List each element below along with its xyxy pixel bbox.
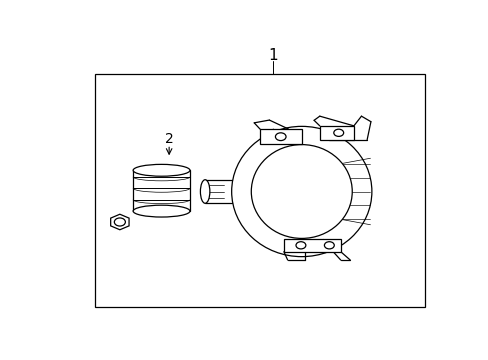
Circle shape <box>295 242 305 249</box>
Text: 1: 1 <box>268 48 278 63</box>
FancyBboxPatch shape <box>319 126 353 140</box>
Circle shape <box>114 218 125 226</box>
FancyBboxPatch shape <box>259 129 301 144</box>
Circle shape <box>324 242 334 249</box>
Polygon shape <box>110 214 129 230</box>
FancyBboxPatch shape <box>284 239 340 252</box>
Bar <box>95 74 424 307</box>
Circle shape <box>275 133 285 141</box>
Ellipse shape <box>231 126 371 257</box>
Ellipse shape <box>133 165 189 176</box>
Ellipse shape <box>251 145 351 238</box>
Ellipse shape <box>133 205 189 217</box>
Circle shape <box>333 129 343 136</box>
Ellipse shape <box>200 180 209 203</box>
Text: 2: 2 <box>164 132 173 146</box>
